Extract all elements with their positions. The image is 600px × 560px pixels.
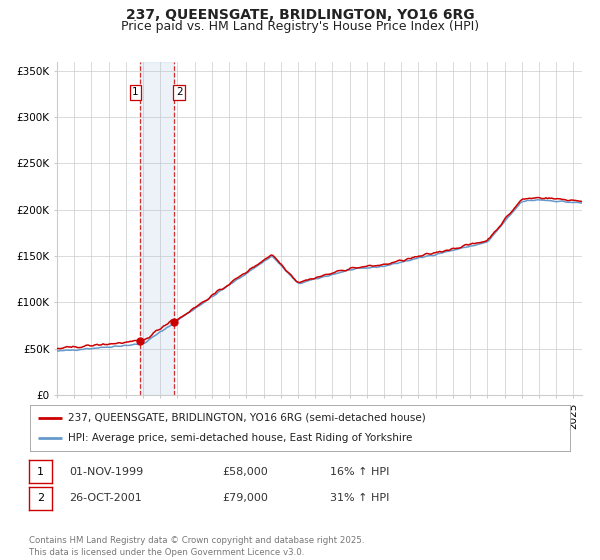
Bar [140,62,175,395]
Text: 26-OCT-2001: 26-OCT-2001 [69,493,142,503]
Text: £79,000: £79,000 [222,493,268,503]
Text: 31% ↑ HPI: 31% ↑ HPI [330,493,389,503]
Text: Contains HM Land Registry data © Crown copyright and database right 2025.
This d: Contains HM Land Registry data © Crown c… [29,536,364,557]
Text: £58,000: £58,000 [222,466,268,477]
Text: HPI: Average price, semi-detached house, East Riding of Yorkshire: HPI: Average price, semi-detached house,… [68,433,412,443]
Text: 16% ↑ HPI: 16% ↑ HPI [330,466,389,477]
Text: Price paid vs. HM Land Registry's House Price Index (HPI): Price paid vs. HM Land Registry's House … [121,20,479,32]
Text: 237, QUEENSGATE, BRIDLINGTON, YO16 6RG (semi-detached house): 237, QUEENSGATE, BRIDLINGTON, YO16 6RG (… [68,413,425,423]
Text: 2: 2 [37,493,44,503]
Text: 01-NOV-1999: 01-NOV-1999 [69,466,143,477]
Text: 1: 1 [37,466,44,477]
Text: 2: 2 [176,87,182,97]
Text: 237, QUEENSGATE, BRIDLINGTON, YO16 6RG: 237, QUEENSGATE, BRIDLINGTON, YO16 6RG [125,8,475,22]
Text: 1: 1 [132,87,139,97]
